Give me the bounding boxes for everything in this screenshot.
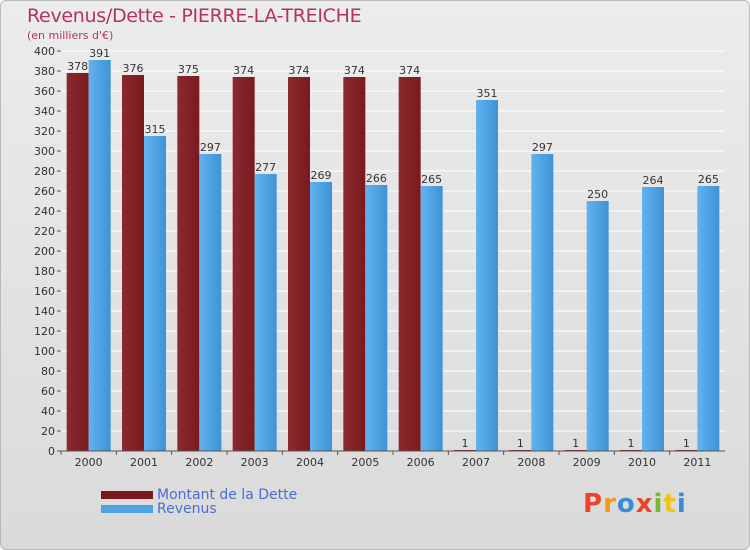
bar-revenue-2001 [144, 136, 166, 451]
logo-letter: i [676, 489, 687, 519]
bar-revenue-2009 [586, 201, 609, 451]
x-tick-label: 2008 [517, 456, 545, 469]
data-label-debt-2007: 1 [462, 437, 469, 450]
bar-revenue-2008 [531, 154, 554, 451]
bar-debt-2000 [66, 73, 89, 451]
bar-revenue-2007 [476, 100, 498, 451]
data-label-revenue-2007: 351 [477, 87, 498, 100]
data-label-debt-2005: 374 [344, 64, 365, 77]
y-tick-label: 340 [34, 105, 55, 118]
grid-lines [61, 50, 725, 452]
bar-debt-2006 [398, 77, 421, 451]
data-label-revenue-2002: 297 [200, 141, 221, 154]
y-tick-label: 140 [34, 305, 55, 318]
proxiti-logo: Proxiti [583, 489, 687, 519]
data-label-debt-2001: 376 [123, 62, 144, 75]
y-tick-label: 380 [34, 65, 55, 78]
data-label-revenue-2006: 265 [421, 173, 442, 186]
bar-debt-2001 [122, 75, 144, 451]
bar-revenue-2003 [254, 174, 277, 451]
y-tick-label: 40 [41, 405, 55, 418]
legend-label-revenue: Revenus [157, 501, 217, 517]
x-axis-ticks: 2000 2001 2002 2003 2004 2005 2006 2007 2008 2009… [60, 451, 711, 469]
logo-letter: r [603, 489, 617, 519]
data-label-debt-2010: 1 [628, 437, 635, 450]
data-label-debt-2011: 1 [683, 437, 690, 450]
bar-debt-2004 [288, 77, 310, 451]
legend-swatch-debt [101, 491, 153, 499]
data-label-revenue-2009: 250 [587, 188, 608, 201]
logo-letter: o [616, 489, 636, 519]
bar-revenue-2011 [697, 186, 720, 451]
legend-label-debt: Montant de la Dette [157, 487, 298, 503]
data-label-revenue-2001: 315 [145, 123, 166, 136]
y-tick-label: 360 [34, 85, 55, 98]
data-label-debt-2000: 378 [67, 60, 88, 73]
x-tick-label: 2006 [407, 456, 435, 469]
data-label-debt-2002: 375 [178, 63, 199, 76]
y-tick-label: 400 [34, 45, 55, 58]
data-label-revenue-2008: 297 [532, 141, 553, 154]
data-label-revenue-2003: 277 [255, 161, 276, 174]
legend-item-revenue: Revenus [101, 501, 217, 517]
x-tick-label: 2000 [75, 456, 103, 469]
data-label-debt-2003: 374 [233, 64, 254, 77]
legend-item-debt: Montant de la Dette [101, 487, 297, 503]
data-label-debt-2009: 1 [572, 437, 579, 450]
data-label-revenue-2011: 265 [698, 173, 719, 186]
x-tick-label: 2003 [241, 456, 269, 469]
y-tick-label: 220 [34, 225, 55, 238]
y-tick-label: 120 [34, 325, 55, 338]
x-tick-label: 2011 [683, 456, 711, 469]
legend-swatch-revenue [101, 505, 153, 513]
x-tick-label: 2002 [185, 456, 213, 469]
logo-letter: i [653, 489, 664, 519]
bar-debt-2002 [177, 76, 200, 451]
data-label-debt-2006: 374 [399, 64, 420, 77]
y-tick-label: 300 [34, 145, 55, 158]
y-axis-ticks: 0 20 40 60 80 100 120 140 160 180 200 220 240 260 280 3… [34, 45, 61, 458]
y-tick-label: 240 [34, 205, 55, 218]
y-tick-label: 160 [34, 285, 55, 298]
bars [66, 60, 720, 451]
x-tick-label: 2005 [351, 456, 379, 469]
x-tick-label: 2010 [628, 456, 656, 469]
x-tick-label: 2009 [573, 456, 601, 469]
logo-letter: x [635, 489, 654, 519]
logo-letter: t [663, 489, 677, 519]
chart-unit-label: (en milliers d'€) [27, 29, 114, 42]
bar-revenue-2000 [88, 60, 111, 451]
x-tick-label: 2004 [296, 456, 324, 469]
chart-title: Revenus/Dette - PIERRE-LA-TREICHE [27, 5, 362, 27]
bar-revenue-2010 [642, 187, 664, 451]
data-label-debt-2008: 1 [517, 437, 524, 450]
bar-revenue-2006 [420, 186, 443, 451]
bar-debt-2005 [343, 77, 366, 451]
data-label-debt-2004: 374 [289, 64, 310, 77]
y-tick-label: 80 [41, 365, 55, 378]
y-tick-label: 320 [34, 125, 55, 138]
data-label-revenue-2010: 264 [643, 174, 664, 187]
bar-revenue-2005 [365, 185, 388, 451]
y-tick-label: 180 [34, 265, 55, 278]
data-label-revenue-2000: 391 [89, 47, 110, 60]
x-tick-label: 2007 [462, 456, 490, 469]
bar-revenue-2004 [310, 182, 332, 451]
y-tick-label: 20 [41, 425, 55, 438]
bar-revenue-2002 [199, 154, 222, 451]
bar-debt-2003 [232, 77, 255, 451]
y-tick-label: 280 [34, 165, 55, 178]
y-tick-label: 100 [34, 345, 55, 358]
y-tick-label: 0 [48, 445, 55, 458]
data-label-revenue-2005: 266 [366, 172, 387, 185]
x-tick-label: 2001 [130, 456, 158, 469]
logo-letter: P [583, 489, 604, 519]
data-label-revenue-2004: 269 [311, 169, 332, 182]
y-tick-label: 60 [41, 385, 55, 398]
y-tick-label: 260 [34, 185, 55, 198]
y-tick-label: 200 [34, 245, 55, 258]
